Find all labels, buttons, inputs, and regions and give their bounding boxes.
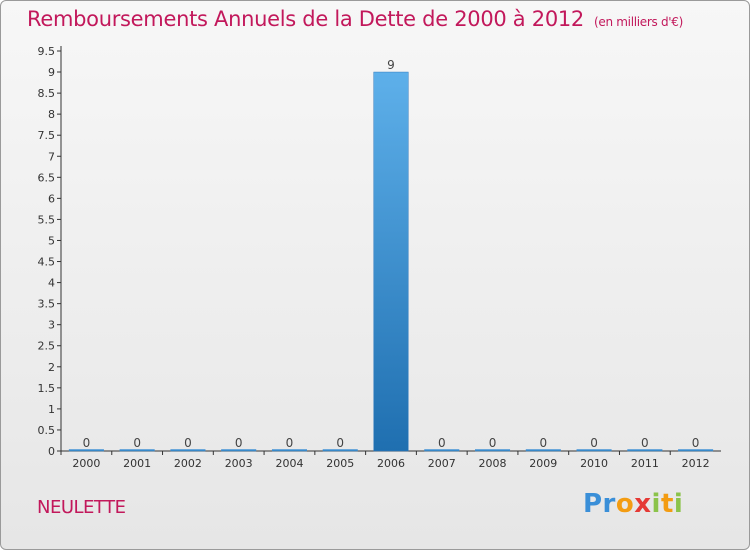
y-tick-label: 6.5 [38,171,56,184]
y-tick-label: 7 [48,150,55,163]
x-tick-label: 2002 [174,457,202,470]
bar [322,449,358,452]
y-tick-label: 4 [48,277,55,290]
bar [170,449,206,452]
data-label: 0 [692,436,700,450]
x-tick-label: 2010 [580,457,608,470]
bar [373,71,409,452]
x-tick-label: 2007 [428,457,456,470]
y-tick-label: 8 [48,108,55,121]
bar [221,449,257,452]
x-tick-label: 2008 [479,457,507,470]
bar [576,449,612,452]
y-tick-label: 1.5 [38,382,56,395]
x-tick-label: 2012 [682,457,710,470]
city-name: NEULETTE [37,497,126,518]
x-tick-label: 2003 [225,457,253,470]
data-label: 0 [336,436,344,450]
y-tick-label: 5.5 [38,213,56,226]
y-tick-label: 8.5 [38,87,56,100]
x-tick-label: 2005 [326,457,354,470]
data-label: 0 [438,436,446,450]
data-label: 0 [235,436,243,450]
y-tick-label: 6 [48,192,55,205]
y-tick-label: 2.5 [38,340,56,353]
x-tick-label: 2011 [631,457,659,470]
bar [525,449,561,452]
y-tick-label: 4.5 [38,256,56,269]
y-tick-label: 0 [48,445,55,458]
data-label: 0 [641,436,649,450]
data-label: 0 [83,436,91,450]
bar [119,449,155,452]
data-label: 0 [133,436,141,450]
y-tick-label: 3 [48,319,55,332]
y-tick-label: 9 [48,66,55,79]
x-tick-label: 2009 [529,457,557,470]
chart-title: Remboursements Annuels de la Dette de 20… [27,7,683,31]
y-tick-label: 9.5 [38,45,56,58]
x-tick-label: 2006 [377,457,405,470]
chart-title-text: Remboursements Annuels de la Dette de 20… [27,7,584,31]
x-tick-label: 2000 [72,457,100,470]
data-label: 0 [184,436,192,450]
bar [475,449,511,452]
data-label: 9 [387,58,395,72]
chart-unit-label: (en milliers d'€) [594,15,684,29]
proxiti-logo[interactable]: Proxiti [583,489,684,519]
y-tick-label: 1 [48,403,55,416]
data-label: 0 [590,436,598,450]
y-tick-label: 5 [48,234,55,247]
bar [271,449,307,452]
x-tick-label: 2001 [123,457,151,470]
bar [68,449,104,452]
data-label: 0 [489,436,497,450]
bar [678,449,714,452]
x-tick-label: 2004 [275,457,303,470]
data-label: 0 [539,436,547,450]
data-label: 0 [286,436,294,450]
y-tick-label: 0.5 [38,424,56,437]
y-tick-label: 2 [48,361,55,374]
y-tick-label: 7.5 [38,129,56,142]
bar [627,449,663,452]
y-tick-label: 3.5 [38,298,56,311]
bar [424,449,460,452]
